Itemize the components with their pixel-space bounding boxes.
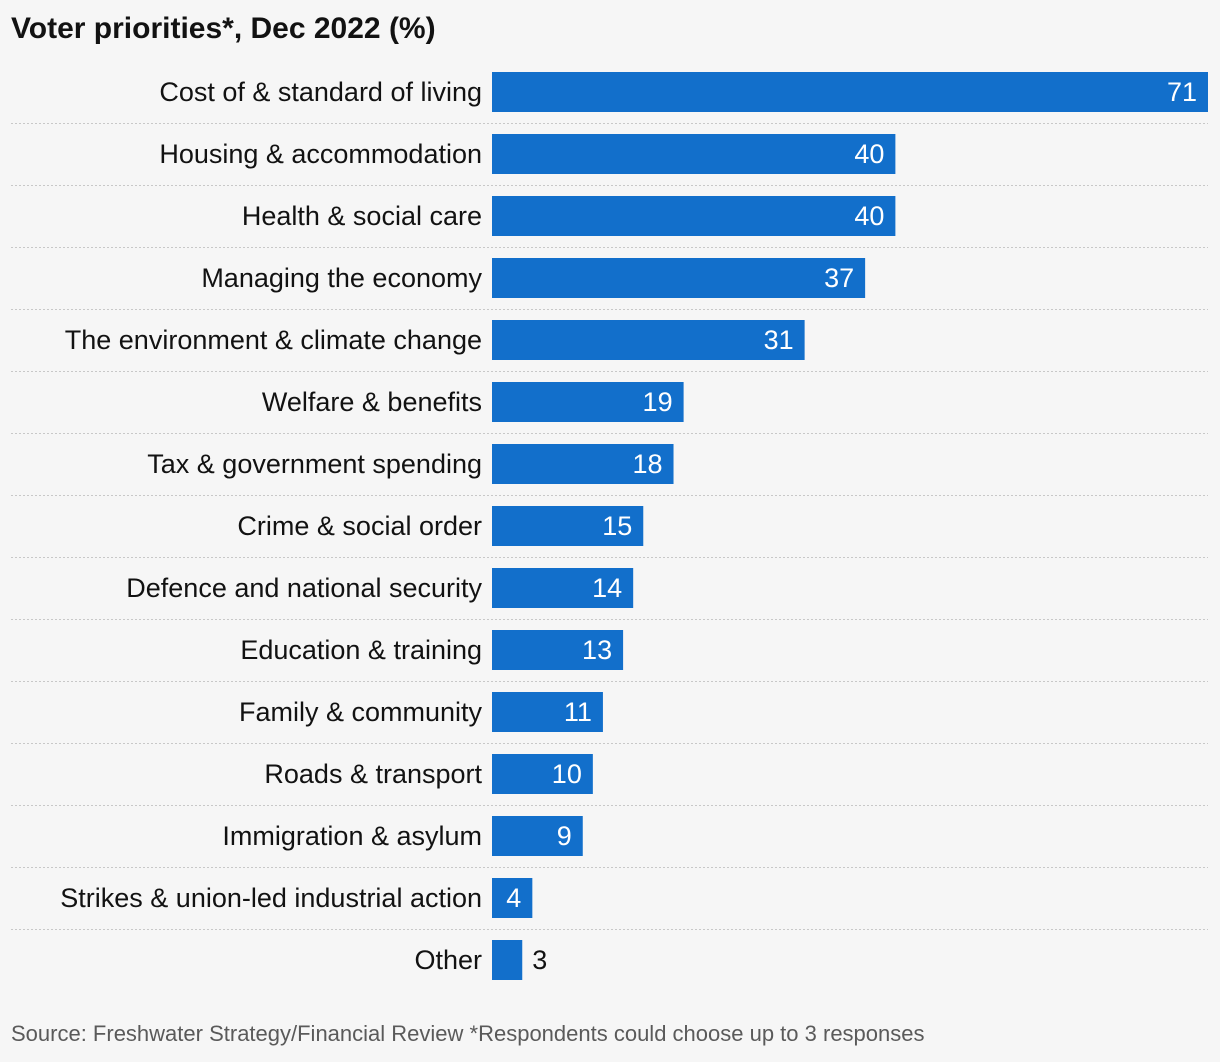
bar bbox=[492, 196, 896, 236]
category-label: Education & training bbox=[240, 635, 482, 665]
category-label: Cost of & standard of living bbox=[159, 77, 482, 107]
category-label: Crime & social order bbox=[237, 511, 482, 541]
bar bbox=[492, 692, 603, 732]
bar bbox=[492, 878, 533, 918]
category-label: Tax & government spending bbox=[147, 449, 482, 479]
bar bbox=[492, 72, 1208, 112]
value-label: 4 bbox=[506, 883, 521, 913]
value-label: 40 bbox=[854, 201, 884, 231]
value-label: 9 bbox=[557, 821, 572, 851]
value-label: 14 bbox=[592, 573, 622, 603]
bar bbox=[492, 754, 593, 794]
value-label: 19 bbox=[643, 387, 673, 417]
value-label: 3 bbox=[532, 945, 547, 975]
bar bbox=[492, 940, 523, 980]
bar bbox=[492, 630, 624, 670]
value-label: 11 bbox=[564, 697, 592, 727]
bar bbox=[492, 134, 896, 174]
source-note: Source: Freshwater Strategy/Financial Re… bbox=[11, 1021, 925, 1046]
category-label: Welfare & benefits bbox=[262, 387, 482, 417]
bar bbox=[492, 258, 866, 298]
bar bbox=[492, 444, 674, 484]
bar bbox=[492, 568, 634, 608]
category-label: Housing & accommodation bbox=[159, 139, 482, 169]
value-label: 10 bbox=[552, 759, 582, 789]
value-label: 13 bbox=[582, 635, 612, 665]
category-label: Other bbox=[414, 945, 482, 975]
category-label: The environment & climate change bbox=[65, 325, 482, 355]
category-label: Managing the economy bbox=[201, 263, 482, 293]
bar bbox=[492, 320, 805, 360]
value-label: 31 bbox=[764, 325, 794, 355]
category-label: Family & community bbox=[239, 697, 483, 727]
chart-title: Voter priorities*, Dec 2022 (%) bbox=[11, 12, 436, 45]
value-label: 37 bbox=[824, 263, 854, 293]
value-label: 71 bbox=[1167, 77, 1197, 107]
value-label: 40 bbox=[854, 139, 884, 169]
value-label: 18 bbox=[632, 449, 662, 479]
category-label: Roads & transport bbox=[264, 759, 482, 789]
value-label: 15 bbox=[602, 511, 632, 541]
bar bbox=[492, 816, 583, 856]
category-label: Health & social care bbox=[242, 201, 482, 231]
category-label: Defence and national security bbox=[126, 573, 482, 603]
bar bbox=[492, 506, 644, 546]
category-label: Immigration & asylum bbox=[222, 821, 482, 851]
category-label: Strikes & union-led industrial action bbox=[60, 883, 482, 913]
bar bbox=[492, 382, 684, 422]
